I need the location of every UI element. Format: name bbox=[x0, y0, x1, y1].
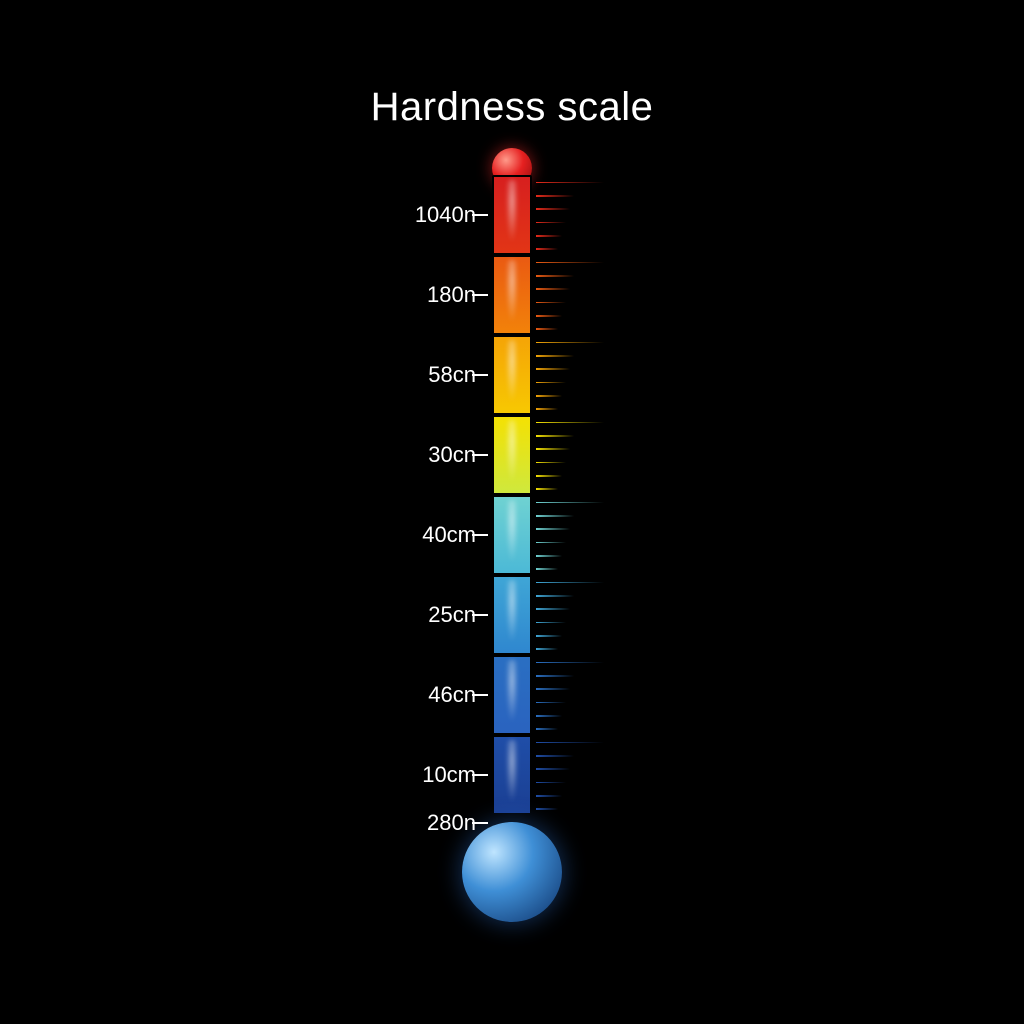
scale-segment bbox=[492, 575, 532, 655]
right-tick bbox=[536, 262, 604, 264]
right-tick bbox=[536, 795, 562, 797]
right-tick bbox=[536, 382, 566, 384]
scale-label: 180n bbox=[427, 282, 476, 308]
scale-label: 30cn bbox=[428, 442, 476, 468]
scale-segment bbox=[492, 415, 532, 495]
scale-segment bbox=[492, 175, 532, 255]
scale-segment bbox=[492, 735, 532, 815]
right-tick bbox=[536, 342, 604, 344]
right-tick bbox=[536, 568, 558, 570]
right-tick bbox=[536, 315, 562, 317]
right-tick bbox=[536, 488, 558, 490]
right-tick bbox=[536, 422, 604, 424]
right-tick bbox=[536, 675, 574, 677]
right-tick bbox=[536, 742, 604, 744]
scale-label: 40cm bbox=[422, 522, 476, 548]
right-tick bbox=[536, 222, 566, 224]
right-tick bbox=[536, 662, 604, 664]
right-tick bbox=[536, 595, 574, 597]
right-tick bbox=[536, 622, 566, 624]
scale-column bbox=[492, 175, 532, 835]
scale-label: 58cn bbox=[428, 362, 476, 388]
right-tick bbox=[536, 368, 570, 370]
right-tick bbox=[536, 528, 570, 530]
right-tick bbox=[536, 435, 574, 437]
right-tick bbox=[536, 462, 566, 464]
scale-label: 10cm bbox=[422, 762, 476, 788]
right-tick bbox=[536, 328, 558, 330]
scale-label: 25cn bbox=[428, 602, 476, 628]
bulb-bottom bbox=[462, 822, 562, 922]
scale-segment bbox=[492, 655, 532, 735]
right-tick bbox=[536, 582, 604, 584]
right-tick bbox=[536, 755, 574, 757]
right-tick bbox=[536, 475, 562, 477]
right-tick bbox=[536, 355, 574, 357]
right-tick bbox=[536, 195, 574, 197]
right-tick bbox=[536, 248, 558, 250]
scale-label: 46cn bbox=[428, 682, 476, 708]
right-tick bbox=[536, 555, 562, 557]
right-tick bbox=[536, 608, 570, 610]
scale-segment bbox=[492, 495, 532, 575]
right-tick bbox=[536, 515, 574, 517]
right-tick bbox=[536, 702, 566, 704]
right-tick bbox=[536, 302, 566, 304]
right-tick bbox=[536, 808, 558, 810]
right-tick bbox=[536, 408, 558, 410]
right-tick bbox=[536, 395, 562, 397]
right-tick bbox=[536, 208, 570, 210]
scale-label: 280n bbox=[427, 810, 476, 836]
title: Hardness scale bbox=[0, 85, 1024, 130]
right-tick bbox=[536, 448, 570, 450]
right-tick bbox=[536, 768, 570, 770]
scale-segment bbox=[492, 255, 532, 335]
right-tick bbox=[536, 288, 570, 290]
right-tick bbox=[536, 502, 604, 504]
right-tick bbox=[536, 235, 562, 237]
right-tick bbox=[536, 182, 604, 184]
right-tick bbox=[536, 782, 566, 784]
scale-segment bbox=[492, 335, 532, 415]
hardness-scale-figure: Hardness scale 1040n 180n 58cn 30cn 40cm 25cn… bbox=[0, 0, 1024, 1024]
right-tick bbox=[536, 688, 570, 690]
right-tick bbox=[536, 542, 566, 544]
right-tick bbox=[536, 715, 562, 717]
right-tick bbox=[536, 635, 562, 637]
right-tick bbox=[536, 275, 574, 277]
scale-label: 1040n bbox=[415, 202, 476, 228]
right-tick bbox=[536, 648, 558, 650]
right-tick bbox=[536, 728, 558, 730]
